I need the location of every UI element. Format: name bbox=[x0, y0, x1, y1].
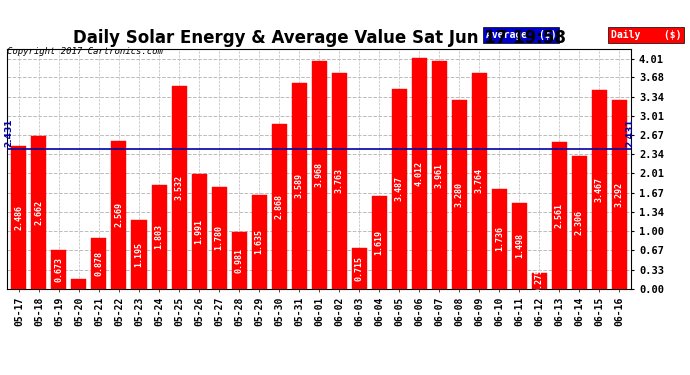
Text: 0.673: 0.673 bbox=[55, 257, 63, 282]
Text: 1.780: 1.780 bbox=[215, 225, 224, 250]
Bar bbox=[292, 82, 306, 289]
Text: 3.292: 3.292 bbox=[615, 182, 624, 207]
Text: 1.991: 1.991 bbox=[195, 219, 204, 244]
Text: 2.306: 2.306 bbox=[575, 210, 584, 235]
Text: Daily    ($): Daily ($) bbox=[611, 30, 681, 40]
Text: 1.619: 1.619 bbox=[375, 230, 384, 255]
Text: 1.498: 1.498 bbox=[515, 233, 524, 258]
Text: 1.195: 1.195 bbox=[135, 242, 144, 267]
Text: 2.431: 2.431 bbox=[625, 118, 634, 147]
Bar bbox=[272, 124, 286, 289]
Bar bbox=[232, 232, 246, 289]
Text: 2.486: 2.486 bbox=[14, 205, 23, 230]
Text: 3.280: 3.280 bbox=[455, 182, 464, 207]
Text: 3.589: 3.589 bbox=[295, 173, 304, 198]
Bar bbox=[412, 58, 426, 289]
Bar bbox=[312, 61, 326, 289]
Bar bbox=[612, 100, 627, 289]
Text: 3.487: 3.487 bbox=[395, 176, 404, 201]
Text: 1.635: 1.635 bbox=[255, 229, 264, 254]
Bar bbox=[472, 73, 486, 289]
Bar bbox=[52, 250, 66, 289]
Bar bbox=[532, 273, 546, 289]
Bar bbox=[12, 146, 26, 289]
Text: 3.961: 3.961 bbox=[435, 162, 444, 188]
Text: 1.736: 1.736 bbox=[495, 226, 504, 251]
Text: 2.868: 2.868 bbox=[275, 194, 284, 219]
Bar bbox=[152, 185, 166, 289]
Text: 0.981: 0.981 bbox=[235, 248, 244, 273]
Text: 0.878: 0.878 bbox=[95, 251, 103, 276]
Text: 1.803: 1.803 bbox=[155, 225, 164, 249]
Bar bbox=[492, 189, 506, 289]
Text: 3.763: 3.763 bbox=[335, 168, 344, 193]
Bar bbox=[212, 186, 226, 289]
Text: 3.968: 3.968 bbox=[315, 162, 324, 188]
Bar bbox=[552, 142, 566, 289]
Bar bbox=[512, 203, 526, 289]
Text: 0.715: 0.715 bbox=[355, 256, 364, 281]
Text: 2.662: 2.662 bbox=[34, 200, 43, 225]
Bar bbox=[132, 220, 146, 289]
Bar bbox=[72, 279, 86, 289]
Text: 2.569: 2.569 bbox=[115, 202, 124, 228]
Bar bbox=[592, 90, 607, 289]
Bar bbox=[112, 141, 126, 289]
Bar bbox=[352, 248, 366, 289]
Text: 0.275: 0.275 bbox=[535, 268, 544, 293]
Bar bbox=[32, 136, 46, 289]
Text: Copyright 2017 Cartronics.com: Copyright 2017 Cartronics.com bbox=[7, 47, 163, 56]
Title: Daily Solar Energy & Average Value Sat Jun 17 19:58: Daily Solar Energy & Average Value Sat J… bbox=[72, 29, 566, 47]
Bar bbox=[172, 86, 186, 289]
Bar bbox=[392, 88, 406, 289]
Bar bbox=[332, 73, 346, 289]
Bar bbox=[372, 196, 386, 289]
Bar bbox=[192, 174, 206, 289]
Text: 3.532: 3.532 bbox=[175, 175, 184, 200]
Bar bbox=[452, 100, 466, 289]
Bar bbox=[572, 156, 586, 289]
Text: 2.431: 2.431 bbox=[4, 118, 13, 147]
Text: 2.561: 2.561 bbox=[555, 203, 564, 228]
Text: 4.012: 4.012 bbox=[415, 161, 424, 186]
Text: 3.764: 3.764 bbox=[475, 168, 484, 193]
Text: 3.467: 3.467 bbox=[595, 177, 604, 202]
Bar bbox=[252, 195, 266, 289]
Text: Average  ($): Average ($) bbox=[486, 30, 556, 40]
Bar bbox=[92, 238, 106, 289]
Bar bbox=[432, 62, 446, 289]
